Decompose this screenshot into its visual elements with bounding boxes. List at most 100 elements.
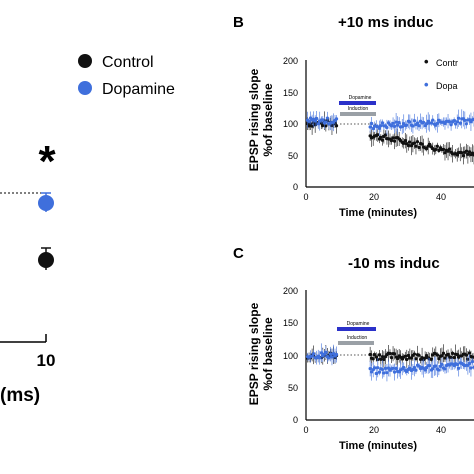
panel-c-dopamine-point <box>408 366 412 370</box>
panel-b-dopamine-point <box>425 122 429 126</box>
panel-a-x-tick-label: 10 <box>37 351 56 370</box>
panel-c-control-point <box>464 353 468 357</box>
panel-c-dopamine-point <box>310 354 314 358</box>
panel-b-control-point <box>392 139 397 143</box>
panel-b-control-point <box>464 149 468 153</box>
panel-c-control-point <box>380 355 384 359</box>
panel-b-dopamine-point <box>392 124 397 129</box>
panel-b-dopamine-point <box>396 123 400 127</box>
panel-c-dopamine-point <box>437 368 441 372</box>
legend-control-label: Control <box>102 54 154 71</box>
significance-star: * <box>38 137 56 186</box>
panel-c-dopamine-bar-label: Dopamine <box>347 321 370 327</box>
panel-c-y-tick-50: 50 <box>288 383 298 393</box>
panel-c-control-point <box>412 352 417 356</box>
panel-c-control-point <box>405 357 409 362</box>
panel-c-control-point <box>409 356 413 360</box>
panel-c-control-point <box>449 355 453 360</box>
panel-c: C -10 ms induc EPSP rising slope %of bas… <box>233 245 474 452</box>
panel-c-control-point <box>441 351 446 355</box>
panel-b-control-point <box>428 142 432 147</box>
panel-b-legend-control-label: Contr <box>436 58 458 68</box>
panel-c-dopamine-point <box>328 352 333 356</box>
panel-b-dopamine-point <box>379 124 383 128</box>
panel-c-dopamine-point <box>383 366 388 370</box>
panel-c-letter: C <box>233 245 244 262</box>
panel-c-control-point <box>403 354 407 358</box>
panel-c-control-point <box>446 352 450 356</box>
panel-b-dopamine-point <box>307 119 311 123</box>
panel-b-dopamine-point <box>389 124 394 128</box>
panel-c-dopamine-point <box>368 367 372 371</box>
panel-c-dopamine-point <box>374 371 378 376</box>
panel-c-dopamine-point <box>469 366 473 370</box>
panel-b-control-point <box>417 145 421 150</box>
panel-c-control-point <box>435 353 439 357</box>
panel-c-dopamine-point <box>319 351 323 355</box>
panel-b-dopamine-point <box>435 121 439 125</box>
panel-b-control-point <box>437 148 441 153</box>
panel-b-control-point <box>391 136 395 140</box>
panel-b-control-point <box>467 150 472 154</box>
panel-c-control-point <box>417 353 421 357</box>
panel-b-dopamine-point <box>368 125 372 129</box>
panel-b-dopamine-point <box>385 125 389 130</box>
panel-b-dopamine-point <box>422 120 426 124</box>
panel-c-control-point <box>455 353 459 357</box>
panel-c-points <box>305 343 474 382</box>
dopamine-point <box>38 195 54 211</box>
panel-c-dopamine-point <box>312 352 316 356</box>
panel-c-control-point <box>425 353 429 358</box>
panel-b-y-tick-150: 150 <box>283 88 298 98</box>
panel-c-dopamine-point <box>370 370 374 374</box>
panel-b-dopamine-point <box>321 118 325 122</box>
control-point <box>38 252 54 268</box>
panel-b-control-point <box>434 147 438 152</box>
panel-c-control-point <box>389 355 394 360</box>
panel-c-dopamine-point <box>373 366 377 370</box>
panel-c-dopamine-point <box>414 368 418 372</box>
panel-c-induction-bar <box>338 341 374 345</box>
panel-b-dopamine-point <box>316 122 320 126</box>
panel-c-control-point <box>371 357 375 361</box>
panel-b-control-point <box>324 124 328 128</box>
panel-b-dopamine-point <box>397 120 401 125</box>
panel-b-control-point <box>415 140 420 144</box>
panel-c-control-point <box>423 356 427 360</box>
panel-c-y-tick-100: 100 <box>283 351 298 361</box>
panel-b-legend-dopamine-label: Dopa <box>436 81 458 91</box>
panel-b-dopamine-point <box>377 126 381 130</box>
panel-c-control-point <box>396 356 400 361</box>
panel-c-dopamine-point <box>428 363 432 368</box>
panel-b-control-point <box>441 147 446 152</box>
panel-c-y-label-line2: %of baseline <box>261 317 275 391</box>
panel-c-dopamine-point <box>443 367 447 371</box>
panel-b-control-point <box>447 147 452 151</box>
panel-a-x-axis-label: (ms) <box>0 385 40 406</box>
panel-b-dopamine-point <box>324 120 328 124</box>
panel-b-control-point <box>460 151 464 155</box>
panel-c-x-tick-20: 20 <box>369 425 379 435</box>
panel-c-control-point <box>451 351 455 355</box>
panel-c-induction-bar-label: Induction <box>347 335 368 341</box>
panel-b-dopamine-bar-label: Dopamine <box>349 95 372 101</box>
panel-b-control-point <box>383 133 388 137</box>
panel-c-dopamine-bar <box>337 327 376 331</box>
panel-b-y-tick-200: 200 <box>283 56 298 66</box>
panel-b-dopamine-point <box>411 124 415 128</box>
panel-c-control-point <box>379 357 383 361</box>
panel-c-control-point <box>443 356 447 360</box>
panel-c-dopamine-point <box>394 366 398 371</box>
panel-b-dopamine-point <box>464 122 468 126</box>
panel-c-control-point <box>467 351 472 355</box>
panel-b-dopamine-point <box>452 119 456 123</box>
panel-b-control-point <box>310 124 314 128</box>
panel-c-control-point <box>392 352 397 356</box>
panel-b-y-tick-50: 50 <box>288 151 298 161</box>
panel-c-dopamine-point <box>324 350 328 354</box>
panel-c-dopamine-point <box>417 364 421 368</box>
panel-b-letter: B <box>233 14 244 31</box>
panel-c-y-tick-200: 200 <box>283 286 298 296</box>
panel-c-dopamine-point <box>423 368 427 372</box>
